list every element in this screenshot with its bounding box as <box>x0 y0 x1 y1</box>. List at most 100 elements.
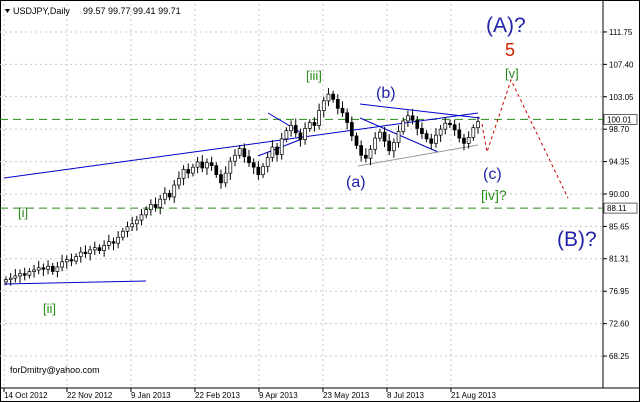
y-tick-label: 107.40 <box>609 60 634 69</box>
candle-body <box>265 157 270 167</box>
candle-body <box>368 148 373 159</box>
wave-label-iii: [iii] <box>306 68 322 83</box>
candle-body <box>289 125 293 132</box>
candle-body <box>83 251 88 254</box>
candle-body <box>321 100 326 111</box>
candle-body <box>471 127 476 138</box>
candle-body <box>466 137 471 144</box>
candle-body <box>256 166 261 175</box>
x-tick-label: 21 Aug 2013 <box>451 391 496 400</box>
candle-body <box>153 204 158 208</box>
candle-body <box>186 169 191 174</box>
candle-body <box>349 122 354 137</box>
y-tick-label: 90.00 <box>609 190 630 199</box>
candle-body <box>60 261 64 268</box>
candle-body <box>106 241 111 246</box>
candle-body <box>111 241 116 244</box>
ohlc-readout: 99.57 99.77 99.41 99.71 <box>83 6 181 16</box>
x-tick-label: 9 Jan 2013 <box>131 391 171 400</box>
price-tag-label: 100.01 <box>607 115 632 124</box>
candle-body <box>359 145 364 156</box>
candle-body <box>8 277 13 281</box>
candle-body <box>434 134 438 144</box>
candle-body <box>22 273 27 276</box>
candle-body <box>420 128 424 134</box>
candle-body <box>163 192 167 200</box>
wave-label-iv: [iv]? <box>481 187 507 203</box>
upper-channel-line <box>3 112 479 179</box>
candle-body <box>247 156 251 164</box>
wave-label-B: (B)? <box>557 228 597 251</box>
candle-body <box>448 122 452 126</box>
candle-body <box>74 256 78 262</box>
header: USDJPY,Daily 99.57 99.77 99.41 99.71 <box>5 6 181 16</box>
candle-body <box>69 259 74 262</box>
candle-body <box>46 265 50 270</box>
candle-body <box>78 251 83 257</box>
wave-label-A: (A)? <box>486 14 526 37</box>
candle-body <box>326 93 331 102</box>
candle-body <box>135 219 139 225</box>
candle-body <box>270 146 275 158</box>
candle-body <box>167 192 172 198</box>
candle-body <box>340 107 345 114</box>
candle-body <box>261 166 265 175</box>
candle-body <box>55 266 60 272</box>
candle-body <box>209 162 214 167</box>
candle-body <box>139 214 144 221</box>
wave-label-i: [i] <box>18 205 28 220</box>
triangle-bottom-line <box>357 144 479 167</box>
candle-body <box>457 129 462 139</box>
x-tick-label: 22 Nov 2012 <box>67 391 113 400</box>
candle-body <box>251 162 256 168</box>
candle-body <box>392 142 396 152</box>
candle-body <box>303 128 307 140</box>
candle-body <box>331 93 335 100</box>
candle-body <box>275 146 279 155</box>
candle-body <box>298 132 303 140</box>
candle-body <box>191 166 195 174</box>
candle-body <box>378 131 382 139</box>
candle-body <box>452 124 457 131</box>
candle-body <box>462 137 466 144</box>
time-axis: 14 Oct 2012 22 Nov 2012 9 Jan 2013 22 Feb 2… <box>3 388 496 400</box>
candle-body <box>424 133 429 140</box>
candle-body <box>97 247 102 251</box>
candle-body <box>363 154 368 159</box>
candle-body <box>223 172 228 184</box>
wave-label-v: [v] <box>505 66 519 81</box>
wave-label-b: (b) <box>376 85 396 102</box>
price-axis: 111.75 107.40 103.05 98.70 94.35 90.00 85.65 81… <box>603 28 634 361</box>
grid <box>0 4 603 388</box>
candle-body <box>102 245 106 251</box>
candle-body <box>317 110 321 126</box>
candle-body <box>36 267 41 271</box>
x-tick-label: 8 Jul 2013 <box>387 391 424 400</box>
y-tick-label: 94.35 <box>609 158 630 167</box>
candle-body <box>41 267 46 270</box>
lower-support-line <box>3 280 147 285</box>
collapse-triangle-icon[interactable] <box>5 9 10 13</box>
candle-body <box>415 119 420 129</box>
candle-body <box>345 112 349 123</box>
candle-body <box>144 209 149 216</box>
price-tags: 100.01 88.11 <box>603 114 638 214</box>
candle-body <box>158 198 163 208</box>
candle-body <box>242 148 247 158</box>
candle-body <box>396 131 401 143</box>
candle-body <box>130 223 135 228</box>
candle-body <box>205 162 209 169</box>
wave-label-5: 5 <box>505 40 515 60</box>
y-tick-label: 98.70 <box>609 125 630 134</box>
triangle-top-line <box>359 103 481 119</box>
candle-body <box>181 169 186 179</box>
wave-label-a: (a) <box>346 174 366 191</box>
candle-body <box>410 115 415 121</box>
candle-body <box>32 269 36 272</box>
price-tag-box <box>603 114 638 125</box>
candle-body <box>284 130 289 140</box>
candle-body <box>429 138 434 144</box>
x-tick-label: 14 Oct 2012 <box>4 391 48 400</box>
y-tick-label: 111.75 <box>609 28 633 37</box>
